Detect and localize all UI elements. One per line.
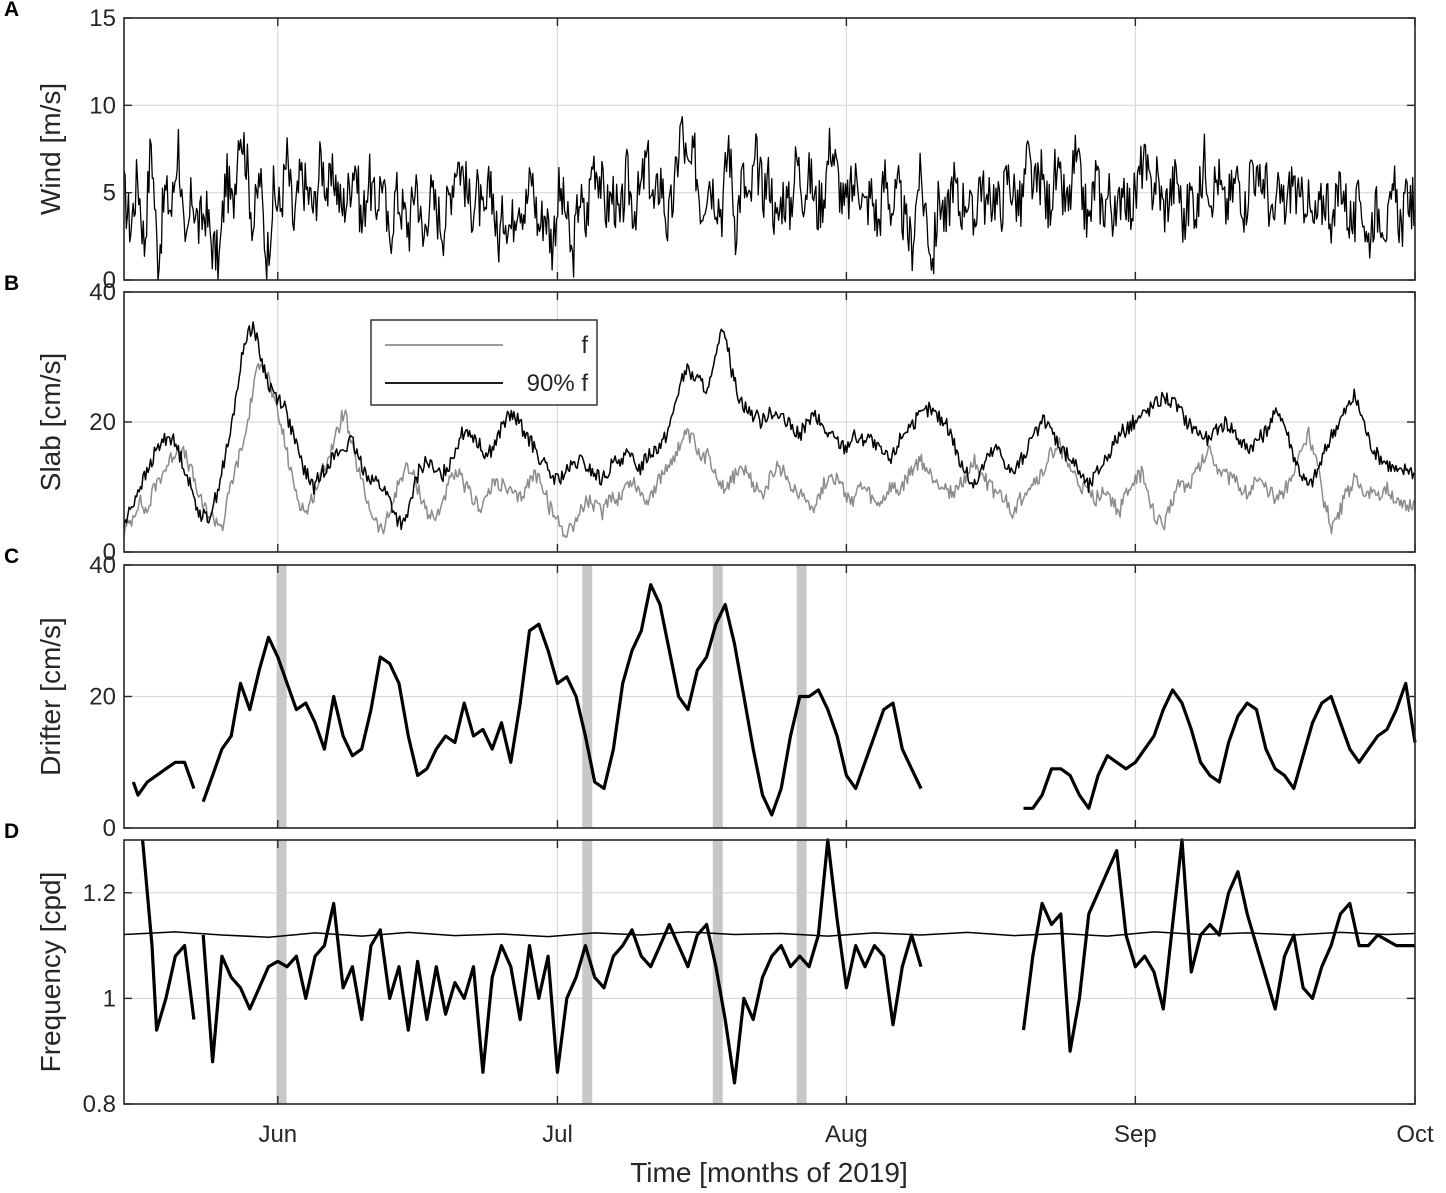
y-tick-label: 15 bbox=[89, 5, 116, 32]
series-line bbox=[201, 583, 923, 817]
y-tick-label: 0 bbox=[103, 267, 116, 294]
y-tick-label: 20 bbox=[89, 409, 116, 436]
panel-letter: D bbox=[4, 820, 19, 843]
y-tick-label: 20 bbox=[89, 684, 116, 711]
legend: f 90% f bbox=[370, 319, 598, 406]
series-line bbox=[123, 931, 1416, 938]
y-tick-label: 40 bbox=[89, 279, 116, 306]
y-tick-label: 0 bbox=[103, 539, 116, 566]
y-tick-label: 10 bbox=[89, 92, 116, 119]
panel-letter: C bbox=[4, 545, 19, 568]
y-axis-label: Wind [m/s] bbox=[35, 83, 66, 215]
highlight-bar bbox=[582, 840, 593, 1104]
y-tick-label: 40 bbox=[89, 552, 116, 579]
x-tick-label: Jun bbox=[258, 1121, 297, 1148]
legend-label: 90% f bbox=[527, 370, 589, 397]
series-line bbox=[131, 760, 196, 797]
x-tick-label: Sep bbox=[1114, 1121, 1157, 1148]
series-line bbox=[123, 321, 1416, 531]
series-line bbox=[201, 838, 923, 1085]
highlight-bar bbox=[796, 840, 807, 1104]
y-tick-label: 1.2 bbox=[83, 880, 116, 907]
y-axis-label: Slab [cm/s] bbox=[35, 353, 66, 491]
panel-letter: A bbox=[4, 0, 19, 21]
panel-c: 0 20 40 Drifter [cm/s] C bbox=[4, 545, 1417, 842]
highlight-bar bbox=[582, 565, 593, 828]
y-tick-label: 1 bbox=[103, 985, 116, 1012]
series-line bbox=[123, 116, 1416, 281]
x-tick-label: Aug bbox=[825, 1121, 868, 1148]
axes-frame bbox=[123, 839, 1416, 1105]
series-line bbox=[1021, 838, 1415, 1053]
axes-frame bbox=[123, 17, 1416, 281]
x-tick-label: Jul bbox=[542, 1121, 573, 1148]
y-tick-label: 0 bbox=[103, 815, 116, 842]
panel-a: 0 5 10 15 Wind [m/s] A bbox=[4, 0, 1416, 294]
series-line bbox=[141, 839, 196, 1032]
panel-d: 0.8 1 1.2 Jun Jul Aug Sep Oct Frequency [cpd] D bbox=[4, 820, 1434, 1148]
x-axis-label: Time [months of 2019] bbox=[630, 1157, 908, 1188]
y-axis-label: Drifter [cm/s] bbox=[35, 617, 66, 776]
panel-letter: B bbox=[4, 272, 19, 295]
highlight-bar bbox=[276, 565, 287, 828]
highlight-bar bbox=[276, 840, 287, 1104]
legend-label: f bbox=[581, 332, 588, 359]
x-tick-label: Oct bbox=[1396, 1121, 1434, 1148]
legend-box bbox=[370, 319, 598, 406]
y-tick-label: 5 bbox=[103, 180, 116, 207]
series-line bbox=[123, 362, 1416, 539]
panel-b: 0 20 40 Slab [cm/s] Bf 90% f bbox=[4, 272, 1416, 566]
y-axis-label: Frequency [cpd] bbox=[35, 872, 66, 1073]
highlight-bar bbox=[712, 565, 723, 828]
series-line bbox=[1023, 681, 1417, 810]
y-tick-label: 0.8 bbox=[83, 1091, 116, 1118]
